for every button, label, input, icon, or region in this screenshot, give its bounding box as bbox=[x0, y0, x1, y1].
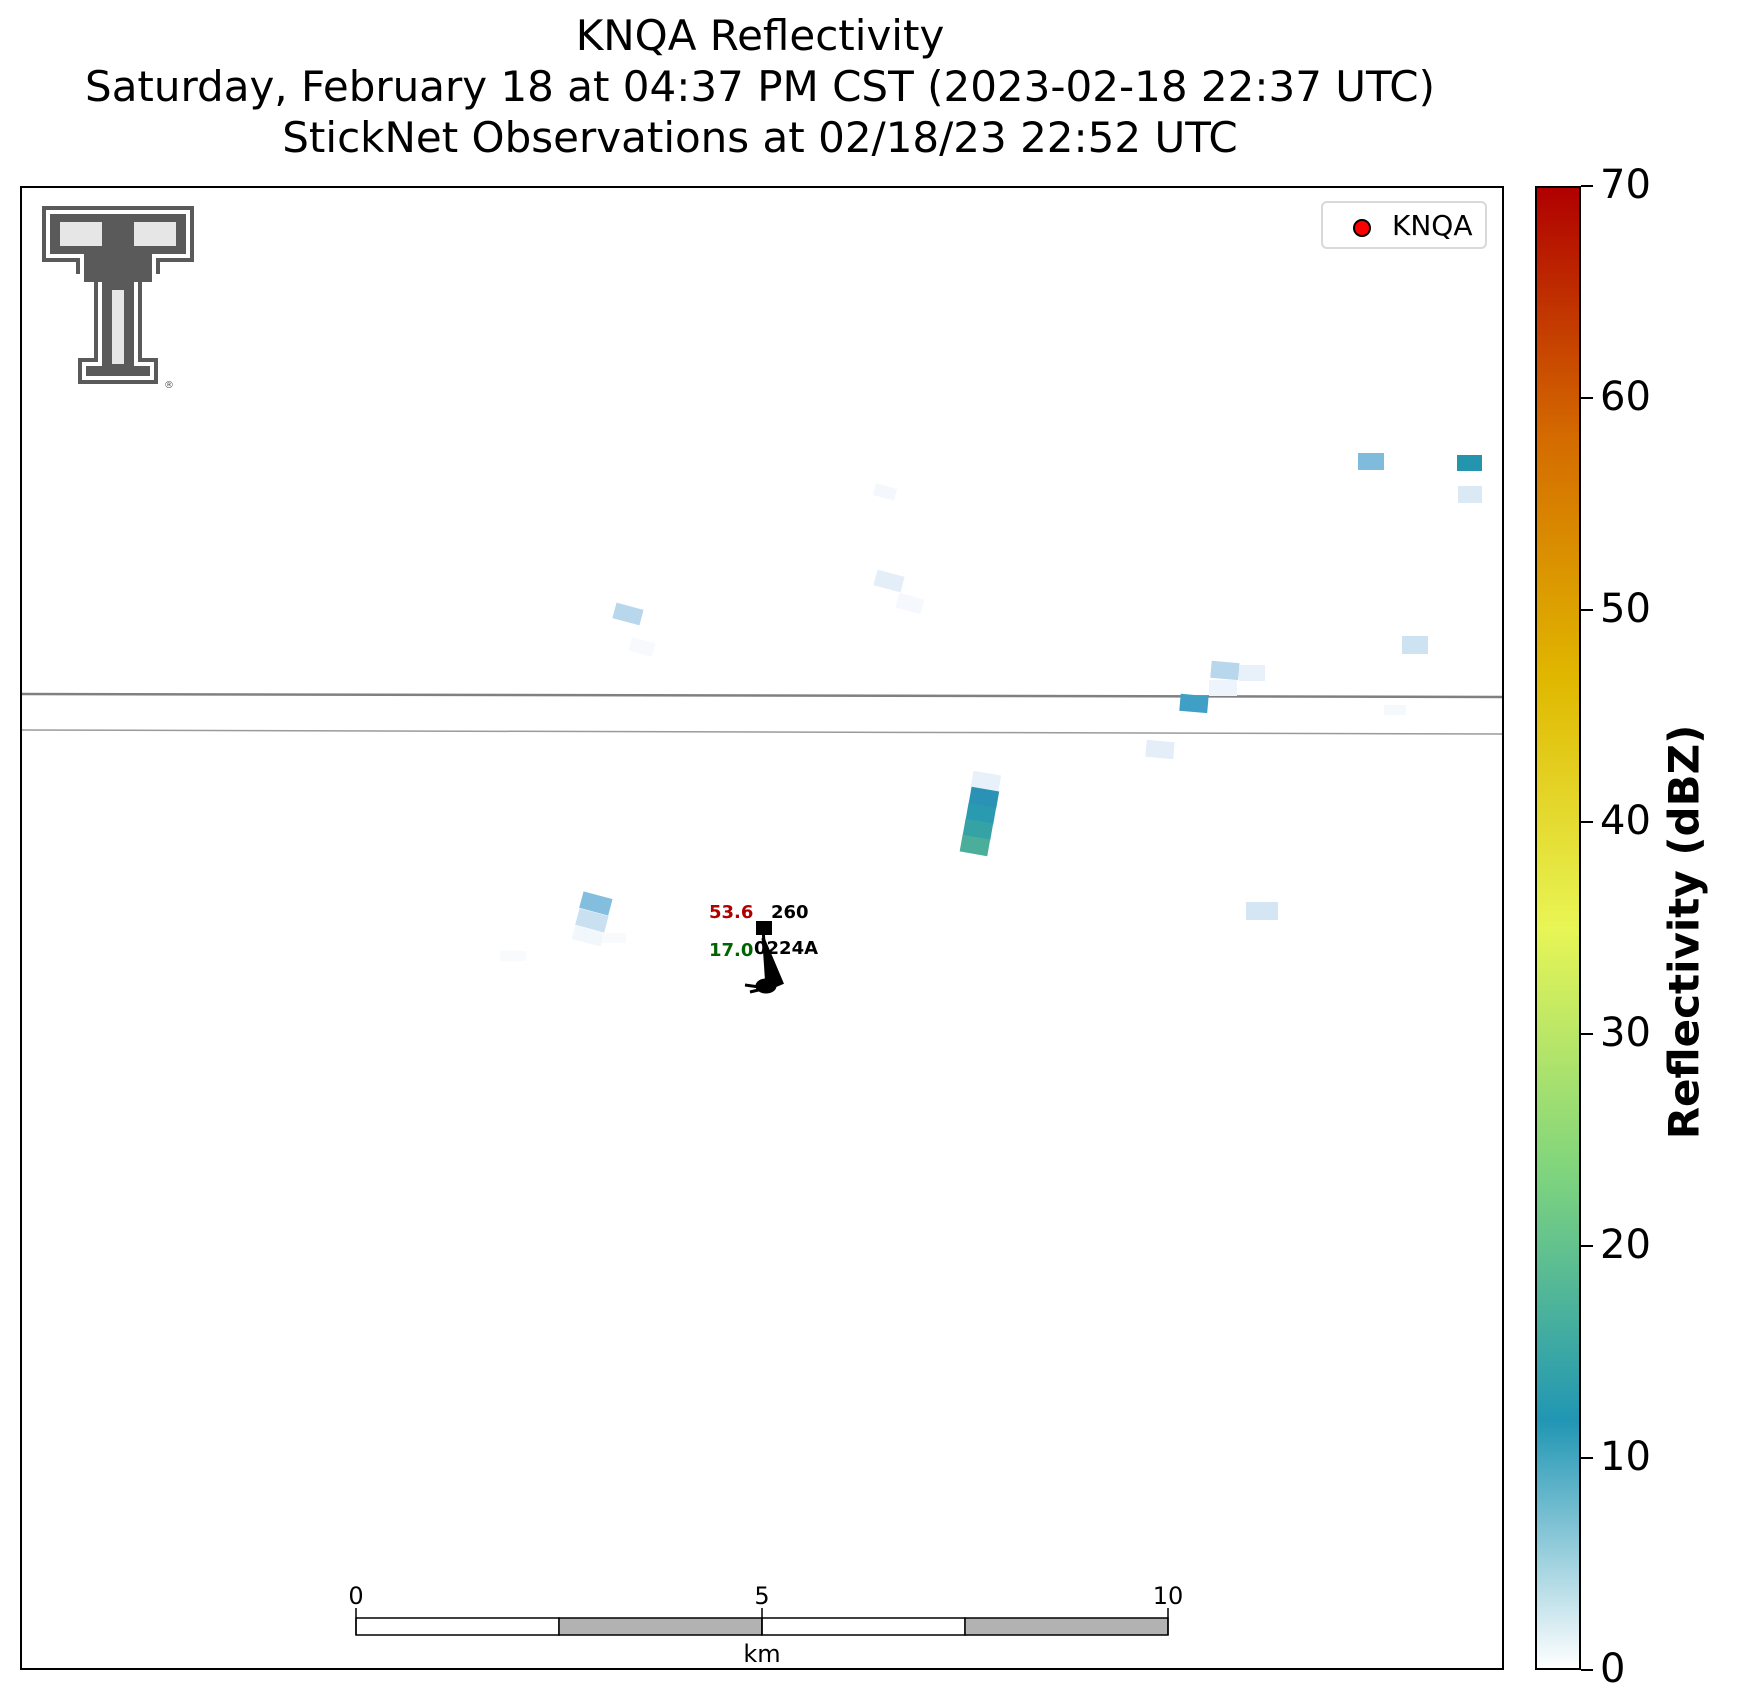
reflectivity-gate bbox=[1209, 680, 1237, 696]
station-dewpoint: 17.0 bbox=[709, 940, 753, 961]
reflectivity-gate bbox=[1239, 665, 1265, 681]
reflectivity-gate bbox=[500, 951, 526, 961]
colorbar-tick-label: 70 bbox=[1600, 162, 1651, 208]
reflectivity-gate bbox=[602, 933, 626, 943]
colorbar-tick bbox=[1581, 1033, 1593, 1035]
scale-label-0: 0 bbox=[348, 1582, 363, 1610]
texas-tech-logo: ® bbox=[42, 206, 194, 391]
colorbar-title: Reflectivity (dBZ) bbox=[1659, 724, 1709, 1140]
reflectivity-gate bbox=[628, 637, 656, 657]
scale-label-10: 10 bbox=[1153, 1582, 1184, 1610]
reflectivity-gate bbox=[1145, 739, 1175, 760]
reflectivity-gate bbox=[968, 786, 1000, 809]
colorbar-tick-label: 20 bbox=[1600, 1222, 1651, 1268]
station-plot: 53.6 260 17.0 0224A bbox=[709, 902, 818, 994]
reflectivity-gate bbox=[959, 834, 991, 857]
map-legend: KNQA bbox=[1321, 201, 1487, 249]
scale-segment bbox=[558, 1617, 763, 1636]
reflectivity-gate bbox=[1402, 636, 1428, 654]
reflectivity-gate bbox=[872, 483, 898, 501]
title-time: Saturday, February 18 at 04:37 PM CST (2… bbox=[85, 62, 1435, 111]
reflectivity-gate bbox=[1179, 693, 1209, 714]
reflectivity-gates bbox=[500, 453, 1482, 961]
colorbar-tick bbox=[1581, 609, 1593, 611]
reflectivity-gate bbox=[965, 802, 997, 825]
colorbar-tick bbox=[1581, 821, 1593, 823]
reflectivity-gate bbox=[1384, 705, 1406, 715]
title-observations: StickNet Observations at 02/18/23 22:52 … bbox=[282, 113, 1238, 162]
road-line-upper bbox=[22, 692, 1502, 699]
scale-segment bbox=[355, 1617, 560, 1636]
colorbar-tick bbox=[1581, 185, 1593, 187]
reflectivity-gate bbox=[1210, 660, 1240, 681]
station-temperature: 53.6 bbox=[709, 902, 753, 923]
radar-map-canvas: ® 53.6 260 17.0 0224A 0 bbox=[22, 206, 1502, 1668]
colorbar-tick-label: 10 bbox=[1600, 1434, 1651, 1480]
colorbar-tick-label: 0 bbox=[1600, 1646, 1626, 1692]
colorbar-tick bbox=[1581, 1245, 1593, 1247]
radar-site-marker-icon bbox=[1353, 219, 1371, 237]
scale-label-5: 5 bbox=[754, 1582, 769, 1610]
scale-segment bbox=[761, 1617, 966, 1636]
colorbar-tick-label: 40 bbox=[1600, 798, 1651, 844]
reflectivity-gate bbox=[571, 925, 605, 947]
chart-title: KNQA Reflectivity Saturday, February 18 … bbox=[0, 10, 1520, 163]
title-radar: KNQA Reflectivity bbox=[575, 11, 945, 60]
colorbar-tick-label: 50 bbox=[1600, 586, 1651, 632]
reflectivity-colorbar bbox=[1535, 186, 1581, 1670]
station-pressure: 260 bbox=[771, 902, 809, 923]
wind-barb-icon bbox=[744, 927, 784, 994]
reflectivity-gate bbox=[1458, 486, 1482, 503]
reflectivity-gate bbox=[895, 592, 925, 615]
reflectivity-gate bbox=[873, 569, 905, 593]
colorbar-tick bbox=[1581, 397, 1593, 399]
colorbar-tick bbox=[1581, 1457, 1593, 1459]
reflectivity-gate bbox=[1246, 902, 1278, 920]
svg-text:®: ® bbox=[164, 380, 174, 391]
radar-map: ® 53.6 260 17.0 0224A 0 bbox=[20, 186, 1504, 1670]
scale-bar: 0 5 10 km bbox=[348, 1582, 1183, 1668]
legend-label: KNQA bbox=[1392, 209, 1473, 242]
reflectivity-gate bbox=[612, 602, 644, 626]
reflectivity-gate bbox=[1457, 455, 1482, 471]
reflectivity-gate bbox=[579, 891, 613, 916]
colorbar-tick-label: 60 bbox=[1600, 374, 1651, 420]
road-line-lower bbox=[22, 729, 1502, 735]
reflectivity-gate bbox=[575, 908, 609, 933]
scale-unit: km bbox=[743, 1640, 780, 1668]
scale-segment bbox=[964, 1617, 1169, 1636]
reflectivity-gate bbox=[970, 770, 1002, 793]
colorbar-tick-label: 30 bbox=[1600, 1010, 1651, 1056]
reflectivity-gate bbox=[962, 818, 994, 841]
colorbar-tick bbox=[1581, 1669, 1593, 1671]
reflectivity-gate bbox=[1358, 453, 1384, 470]
